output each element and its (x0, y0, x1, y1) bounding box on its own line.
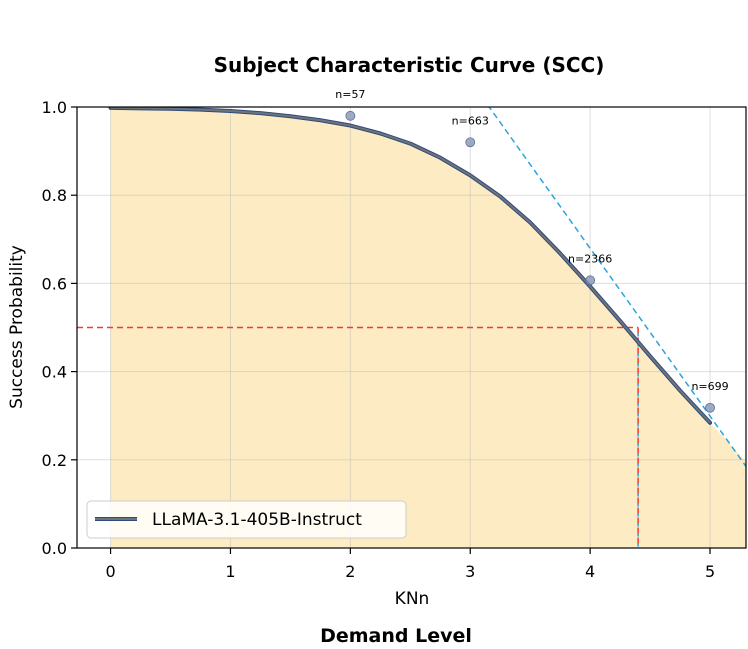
x-axis-ticks: 0 1 2 3 4 5 (105, 548, 715, 581)
x-tick-label-5: 5 (705, 562, 715, 581)
observed-point-0 (345, 110, 356, 121)
point-annotation-2: n=2366 (568, 252, 612, 265)
point-annotation-1: n=663 (452, 114, 489, 127)
legend-label-llama: LLaMA-3.1-405B-Instruct (152, 510, 362, 530)
x-tick-label-3: 3 (465, 562, 475, 581)
plot-area (77, 107, 746, 548)
y-tick-label-4: 0.8 (42, 186, 67, 205)
point-annotation-3: n=699 (691, 380, 728, 393)
x-axis-label: KNn (395, 589, 430, 609)
demand-level-label: Demand Level (320, 625, 472, 647)
y-tick-label-5: 1.0 (42, 98, 67, 117)
y-tick-label-1: 0.2 (42, 451, 67, 470)
x-tick-label-2: 2 (345, 562, 355, 581)
tangent-line (488, 107, 746, 467)
grid (77, 107, 746, 548)
observed-point-2 (585, 275, 596, 286)
y-tick-label-2: 0.4 (42, 363, 67, 382)
y-tick-label-0: 0.0 (42, 539, 67, 558)
x-tick-label-1: 1 (225, 562, 235, 581)
y-tick-label-3: 0.6 (42, 274, 67, 293)
observed-points (345, 110, 715, 413)
y-axis-label: Success Probability (7, 245, 27, 409)
legend-box (86, 500, 407, 539)
y-axis-ticks: 0.0 0.2 0.4 0.6 0.8 1.0 (42, 98, 77, 558)
point-annotations: n=57 n=663 n=2366 n=699 (335, 88, 728, 393)
axes-frame (76, 106, 747, 549)
point-annotation-0: n=57 (335, 88, 365, 101)
observed-point-3 (705, 402, 715, 413)
series-line-llama-overlay (110, 107, 711, 424)
legend: LLaMA-3.1-405B-Instruct (86, 500, 407, 539)
x-tick-label-4: 4 (585, 562, 595, 581)
x-tick-label-0: 0 (105, 562, 115, 581)
chart-title: Subject Characteristic Curve (SCC) (214, 53, 605, 77)
observed-point-1 (465, 137, 476, 148)
